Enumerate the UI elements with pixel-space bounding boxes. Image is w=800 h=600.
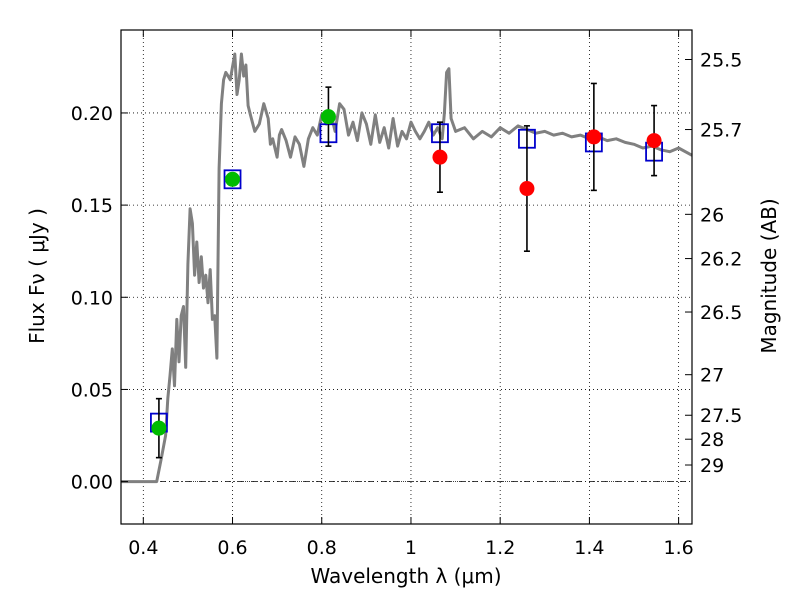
x-tick-label: 1.6 xyxy=(664,537,694,559)
x-tick-label: 0.8 xyxy=(307,537,337,559)
green-data-point xyxy=(320,109,336,125)
right-tick-label: 26.2 xyxy=(700,249,742,271)
model-box xyxy=(223,169,242,190)
x-tick-label: 1 xyxy=(405,537,417,559)
x-axis-title: Wavelength λ (μm) xyxy=(310,564,501,588)
right-axis-title: Magnitude (AB) xyxy=(757,198,781,353)
observed-points xyxy=(151,109,662,436)
right-tick-label: 26.5 xyxy=(700,302,742,324)
model-boxes xyxy=(150,123,663,433)
y-tick-label: 0.10 xyxy=(71,287,113,309)
right-tick-label: 27 xyxy=(700,365,724,387)
right-tick-label: 28 xyxy=(700,429,724,451)
red-data-point xyxy=(519,181,535,197)
x-tick-labels: 0.4 0.6 0.8 1 1.2 1.4 1.6 xyxy=(128,537,694,559)
ticks xyxy=(121,30,692,524)
y-tick-label: 0.20 xyxy=(71,103,113,125)
right-tick-label: 29 xyxy=(700,455,724,477)
green-data-point xyxy=(225,171,241,187)
red-data-point xyxy=(432,149,448,165)
right-tick-label: 26 xyxy=(700,204,724,226)
right-tick-labels: 25.5 25.7 26 26.2 26.5 27 27.528 29 xyxy=(700,49,742,477)
y-tick-labels: 0.00 0.05 0.10 0.15 0.20 xyxy=(71,103,113,494)
x-tick-label: 1.4 xyxy=(574,537,604,559)
red-data-point xyxy=(586,129,602,145)
model-spectrum xyxy=(121,52,693,484)
x-tick-label: 0.4 xyxy=(128,537,158,559)
green-data-point xyxy=(151,420,167,436)
x-tick-label: 0.6 xyxy=(217,537,247,559)
right-tick-label: 27.5 xyxy=(700,405,742,427)
y-tick-label: 0.15 xyxy=(71,195,113,217)
y-tick-label: 0.00 xyxy=(71,472,113,494)
right-tick-label: 25.5 xyxy=(700,49,742,71)
model-spectrum-line xyxy=(121,52,693,484)
red-data-point xyxy=(646,133,662,149)
y-tick-label: 0.05 xyxy=(71,379,113,401)
x-tick-label: 1.2 xyxy=(485,537,515,559)
plot-frame xyxy=(120,29,693,525)
y-axis-title: Flux Fν ( μJy ) xyxy=(25,208,49,344)
right-tick-label: 25.7 xyxy=(700,120,742,142)
